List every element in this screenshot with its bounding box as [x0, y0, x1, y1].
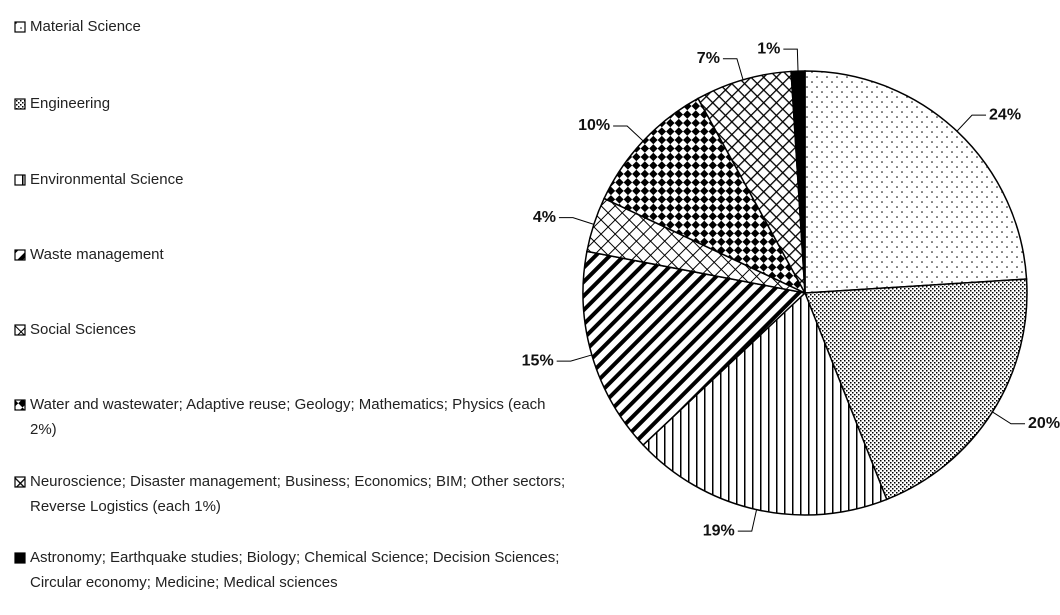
legend-swatch — [14, 174, 26, 186]
legend-item: Waste management — [14, 242, 570, 267]
legend-swatch-box — [14, 552, 26, 564]
legend-item: Environmental Science — [14, 167, 570, 192]
data-label: 7% — [697, 50, 720, 67]
legend-swatch-box — [14, 476, 26, 488]
data-label: 10% — [578, 117, 610, 134]
legend-swatch — [14, 399, 26, 411]
legend-swatch — [14, 476, 26, 488]
leader-line — [783, 48, 799, 72]
pie-slice — [803, 278, 1028, 501]
leader-line — [956, 114, 987, 132]
leader-line — [556, 354, 592, 362]
legend-swatch-box — [14, 174, 26, 186]
leader-line — [613, 125, 644, 142]
legend-item: Neuroscience; Disaster management; Busin… — [14, 469, 570, 519]
data-label: 24% — [989, 106, 1021, 123]
legend-swatch-box — [14, 399, 26, 411]
legend-swatch — [14, 21, 26, 33]
legend-label: Water and wastewater; Adaptive reuse; Ge… — [30, 396, 546, 438]
legend-label: Environmental Science — [30, 171, 184, 188]
legend-label: Waste management — [30, 246, 164, 263]
legend-swatch — [14, 249, 26, 261]
legend-label: Neuroscience; Disaster management; Busin… — [30, 473, 566, 515]
legend-item: Material Science — [14, 14, 570, 39]
leader-line — [722, 58, 744, 80]
pie-slice — [642, 291, 888, 516]
legend-swatch-box — [14, 21, 26, 33]
leader-line — [737, 509, 758, 532]
legend-swatch-box — [14, 249, 26, 261]
legend-swatch — [14, 98, 26, 110]
leader-line — [558, 217, 595, 225]
legend-item: Astronomy; Earthquake studies; Biology; … — [14, 545, 570, 595]
legend-item: Engineering — [14, 91, 570, 116]
legend-label: Social Sciences — [30, 321, 136, 338]
legend-swatch-box — [14, 324, 26, 336]
legend-item: Social Sciences — [14, 317, 570, 342]
legend-swatch-box — [14, 98, 26, 110]
legend-swatch — [14, 324, 26, 336]
leader-line — [992, 411, 1026, 425]
data-label: 19% — [703, 522, 735, 539]
legend-label: Astronomy; Earthquake studies; Biology; … — [30, 549, 560, 591]
legend-label: Material Science — [30, 18, 141, 35]
data-label: 20% — [1028, 415, 1060, 432]
legend-swatch — [14, 552, 26, 564]
pie-slice — [804, 70, 1028, 294]
legend-item: Water and wastewater; Adaptive reuse; Ge… — [14, 392, 570, 442]
pie-slice — [582, 250, 807, 447]
data-label: 1% — [757, 40, 780, 57]
data-label: 4% — [533, 209, 556, 226]
legend-label: Engineering — [30, 95, 111, 112]
data-label: 15% — [522, 352, 554, 369]
